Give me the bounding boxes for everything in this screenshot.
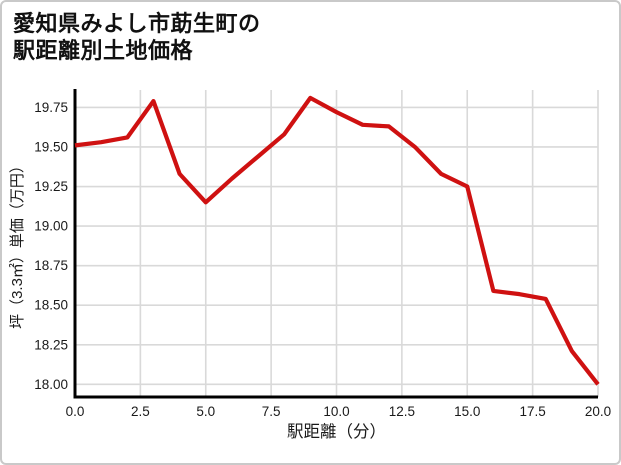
x-axis-title: 駅距離（分） [287,422,386,441]
y-tick-label: 18.00 [34,377,68,392]
y-tick-label: 19.00 [34,219,68,234]
y-tick-label: 19.75 [34,100,68,115]
x-tick-label: 15.0 [454,404,480,419]
y-tick-label: 18.25 [34,337,68,352]
y-tick-label: 19.25 [34,179,68,194]
price-line-series [74,95,600,386]
x-tick-label: 12.5 [389,404,415,419]
x-tick-label: 7.5 [262,404,281,419]
chart-title-line1: 愛知県みよし市莇生町の [13,11,261,36]
chart-title-line2: 駅距離別土地価格 [13,38,194,63]
chart-title: 愛知県みよし市莇生町の 駅距離別土地価格 [13,10,261,64]
x-tick-label: 0.0 [66,404,85,419]
y-tick-label: 18.50 [34,298,68,313]
x-tick-label: 17.5 [519,404,545,419]
y-tick-label: 18.75 [34,258,68,273]
x-tick-label: 10.0 [323,404,349,419]
x-tick-label: 2.5 [131,404,150,419]
x-tick-label: 5.0 [196,404,215,419]
y-tick-label: 19.50 [34,139,68,154]
y-axis-title: 坪（3.3㎡）単価（万円） [9,158,26,329]
x-tick-label: 20.0 [585,404,611,419]
